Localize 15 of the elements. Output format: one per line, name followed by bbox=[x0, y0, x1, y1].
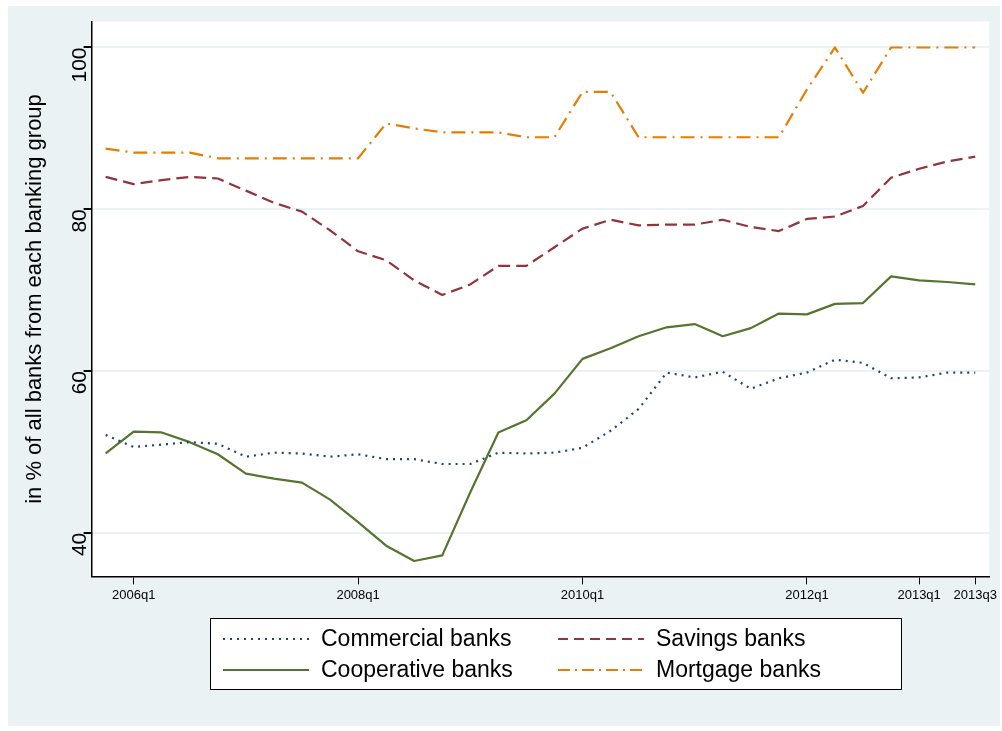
x-tick-label: 2008q1 bbox=[336, 586, 380, 602]
y-tick-label: 60 bbox=[67, 370, 91, 395]
x-tick-label: 2012q1 bbox=[785, 586, 829, 602]
x-tick-label: 2013q1 bbox=[897, 586, 941, 602]
x-tick-label: 2006q1 bbox=[111, 586, 156, 602]
y-axis-title: in % of all banks from each banking group bbox=[21, 94, 47, 504]
legend-label: Mortgage banks bbox=[656, 656, 821, 683]
legend-label: Commercial banks bbox=[321, 625, 512, 652]
legend-label: Savings banks bbox=[656, 625, 806, 652]
y-tick-label: 100 bbox=[67, 47, 91, 83]
x-tick-label: 2010q1 bbox=[560, 586, 605, 602]
y-tick-label: 80 bbox=[67, 209, 91, 233]
x-tick-label: 2013q3 bbox=[953, 586, 997, 602]
y-tick-label: 40 bbox=[67, 532, 91, 557]
legend-label: Cooperative banks bbox=[321, 656, 513, 683]
